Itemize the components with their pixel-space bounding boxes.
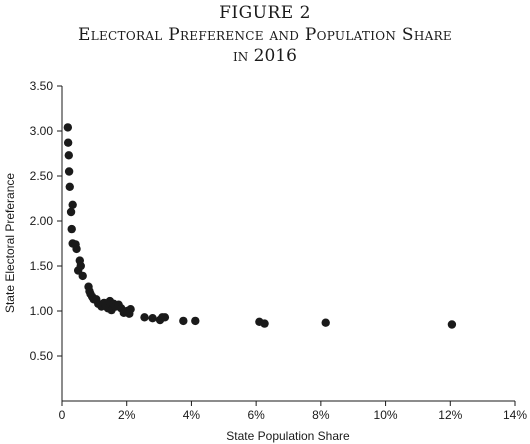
y-tick-label: 3.00	[30, 124, 54, 138]
y-tick-label: 1.00	[30, 304, 54, 318]
data-point	[64, 151, 73, 160]
x-tick-label: 6%	[247, 408, 265, 422]
data-point	[72, 244, 81, 254]
data-point	[140, 313, 149, 322]
x-tick-label: 10%	[374, 408, 398, 422]
y-tick-label: 1.50	[30, 259, 54, 273]
data-points	[63, 123, 457, 329]
x-tick-label: 8%	[312, 408, 330, 422]
y-tick-label: 2.00	[30, 214, 54, 228]
x-axis-label: State Population Share	[226, 429, 350, 443]
data-point	[66, 207, 76, 217]
figure-title: FIGURE 2 Electoral Preference and Popula…	[0, 2, 530, 66]
data-point	[179, 316, 188, 326]
x-axis-ticks: 0 2% 4% 6% 8% 10% 12% 14%	[59, 401, 527, 422]
data-point	[260, 319, 269, 328]
x-tick-label: 14%	[503, 408, 527, 422]
x-tick-label: 2%	[118, 408, 136, 422]
data-point	[78, 271, 87, 281]
data-point	[126, 305, 135, 314]
data-point	[76, 261, 85, 271]
title-line-2: Electoral Preference and Population Shar…	[78, 25, 452, 45]
x-tick-label: 0	[59, 408, 66, 422]
y-tick-label: 0.50	[30, 349, 54, 363]
data-point	[67, 224, 76, 234]
y-axis-ticks: 0.50 1.00 1.50 2.00 2.50 3.00 3.50	[30, 79, 62, 363]
data-point	[68, 200, 77, 209]
data-point	[148, 314, 157, 323]
data-point	[63, 138, 73, 147]
title-line-3: in 2016	[233, 46, 297, 66]
y-axis-label: State Electoral Preferance	[3, 173, 17, 313]
data-point	[160, 313, 170, 322]
data-point	[321, 318, 330, 327]
y-tick-label: 3.50	[30, 79, 54, 93]
x-tick-label: 4%	[183, 408, 201, 422]
y-tick-label: 2.50	[30, 169, 54, 183]
data-point	[63, 123, 73, 132]
data-point	[191, 316, 200, 326]
data-point	[65, 182, 74, 191]
data-point	[64, 167, 74, 176]
x-tick-label: 12%	[438, 408, 462, 422]
data-point	[447, 320, 457, 329]
title-line-1: FIGURE 2	[219, 3, 311, 23]
